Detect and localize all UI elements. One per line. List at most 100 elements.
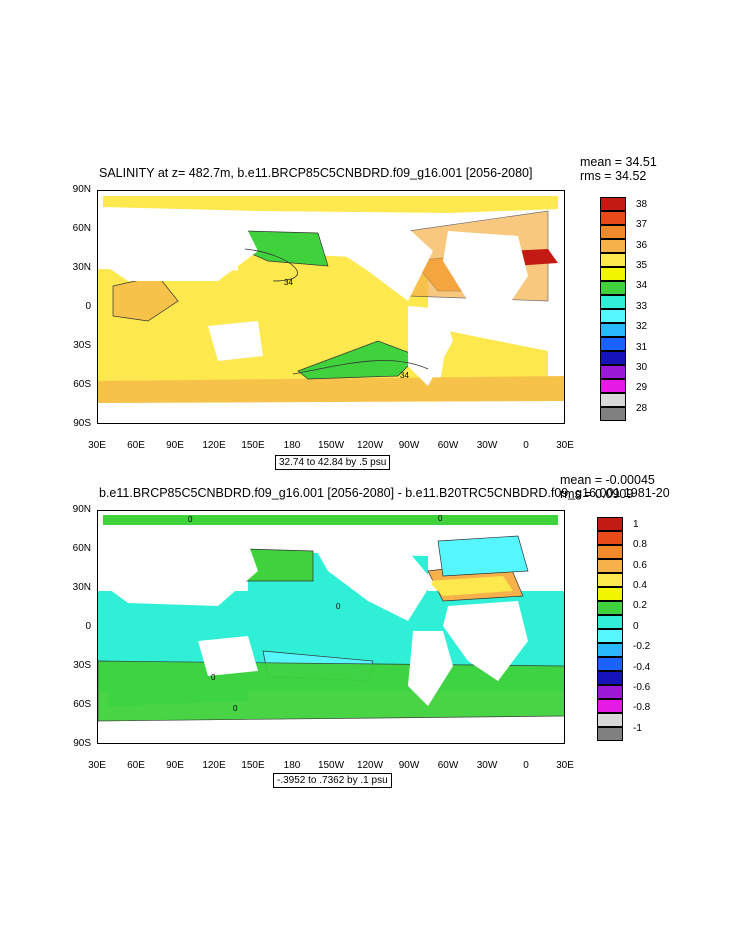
x-tick-label: 0 bbox=[523, 440, 529, 451]
contour-label-north: 34 bbox=[284, 278, 293, 287]
x-tick-label: 90W bbox=[398, 440, 420, 451]
y-tick-label: 30N bbox=[72, 262, 91, 273]
y-tick-label: 60S bbox=[73, 699, 91, 710]
colorbar-cell bbox=[600, 337, 626, 351]
x-tick-label: 90W bbox=[398, 760, 420, 771]
x-tick-label: 150E bbox=[241, 760, 265, 771]
y-tick-label: 60N bbox=[72, 543, 91, 554]
colorbar-cell bbox=[600, 407, 626, 421]
panel-1-map: 34 34 bbox=[97, 190, 565, 424]
colorbar-cell bbox=[597, 559, 623, 573]
x-tick-label: 30W bbox=[476, 440, 498, 451]
colorbar-label: -0.4 bbox=[633, 661, 651, 673]
y-tick-label: 30S bbox=[73, 660, 91, 671]
colorbar-cell bbox=[600, 295, 626, 309]
panel-2-title: b.e11.BRCP85C5CNBDRD.f09_g16.001 [2056-2… bbox=[99, 486, 670, 500]
x-tick-label: 30E bbox=[88, 440, 106, 451]
colorbar-label: 0.6 bbox=[633, 559, 647, 571]
x-tick-label: 60W bbox=[437, 760, 459, 771]
colorbar-cell bbox=[600, 309, 626, 323]
y-tick-label: 60N bbox=[72, 223, 91, 234]
colorbar-cell bbox=[600, 197, 626, 211]
labrador-cyan-2 bbox=[437, 535, 529, 577]
southern-ocean-band bbox=[98, 376, 564, 406]
colorbar-label: 36 bbox=[636, 239, 648, 251]
x-tick-label: 60W bbox=[437, 440, 459, 451]
colorbar-cell bbox=[597, 671, 623, 685]
colorbar-cell bbox=[597, 601, 623, 615]
x-tick-label: 150E bbox=[241, 440, 265, 451]
panel-2-map-svg: 0 0 0 0 0 bbox=[98, 514, 564, 743]
y-tick-label: 0 bbox=[85, 621, 91, 632]
y-tick-label: 90N bbox=[72, 184, 91, 195]
y-tick-label: 90N bbox=[72, 504, 91, 515]
colorbar-cell bbox=[600, 281, 626, 295]
colorbar-cell bbox=[597, 531, 623, 545]
colorbar-label: 30 bbox=[636, 361, 648, 373]
colorbar-cell bbox=[600, 253, 626, 267]
y-tick-label: 90S bbox=[73, 418, 91, 429]
colorbar-label: 0.4 bbox=[633, 580, 647, 592]
colorbar-label: 29 bbox=[636, 382, 648, 394]
asia-land-2 bbox=[98, 529, 258, 606]
colorbar-label: 0.2 bbox=[633, 600, 647, 612]
south-america-land-2 bbox=[408, 631, 453, 706]
colorbar-label: 1 bbox=[633, 519, 639, 530]
arctic-band bbox=[103, 196, 558, 213]
colorbar-cell bbox=[597, 615, 623, 629]
panel-1-info-box: 32.74 to 42.84 by .5 psu bbox=[275, 455, 391, 470]
x-tick-label: 180 bbox=[283, 440, 301, 451]
colorbar-cell bbox=[597, 727, 623, 741]
colorbar-cell bbox=[597, 517, 623, 531]
x-tick-label: 60E bbox=[127, 760, 145, 771]
panel-1-rms: rms = 34.52 bbox=[580, 169, 647, 183]
y-tick-label: 90S bbox=[73, 738, 91, 749]
north-atlantic-yellow-2 bbox=[428, 576, 513, 596]
colorbar-label: -0.8 bbox=[633, 702, 651, 714]
colorbar-label: 32 bbox=[636, 321, 648, 333]
colorbar-cell bbox=[600, 351, 626, 365]
x-tick-label: 120W bbox=[356, 440, 384, 451]
colorbar-label: 31 bbox=[636, 341, 648, 353]
colorbar-cell bbox=[600, 211, 626, 225]
africa-land bbox=[443, 231, 528, 321]
x-tick-label: 0 bbox=[523, 760, 529, 771]
x-tick-label: 60E bbox=[127, 440, 145, 451]
colorbar-label: -0.6 bbox=[633, 681, 651, 693]
australia-land bbox=[208, 321, 263, 361]
x-tick-label: 30E bbox=[556, 760, 574, 771]
antarctica-land-2 bbox=[98, 721, 564, 743]
colorbar-label: 33 bbox=[636, 300, 648, 312]
africa-land-2 bbox=[443, 601, 528, 681]
contour-label-0-a: 0 bbox=[188, 515, 193, 524]
colorbar-cell bbox=[597, 573, 623, 587]
contour-label-0-c: 0 bbox=[336, 602, 341, 611]
x-tick-label: 180 bbox=[283, 760, 301, 771]
panel-2-mean: mean = -0.00045 bbox=[560, 473, 655, 487]
australia-land-2 bbox=[198, 636, 258, 676]
panel-1-title: SALINITY at z= 482.7m, b.e11.BRCP85C5CNB… bbox=[99, 166, 533, 180]
colorbar-cell bbox=[600, 225, 626, 239]
panel-2-rms: rms = 0.0909 bbox=[560, 487, 634, 501]
panel-1-mean: mean = 34.51 bbox=[580, 155, 657, 169]
colorbar-cell bbox=[597, 685, 623, 699]
colorbar-label: -0.2 bbox=[633, 641, 651, 653]
x-tick-label: 30E bbox=[88, 760, 106, 771]
colorbar-cell bbox=[597, 545, 623, 559]
y-tick-label: 30N bbox=[72, 582, 91, 593]
colorbar-cell bbox=[597, 629, 623, 643]
y-tick-label: 30S bbox=[73, 340, 91, 351]
contour-label-south: 34 bbox=[400, 371, 409, 380]
colorbar-label: 37 bbox=[636, 219, 648, 231]
colorbar-label: -1 bbox=[633, 722, 642, 734]
north-america-land bbox=[333, 216, 433, 301]
colorbar-cell bbox=[600, 379, 626, 393]
contour-label-0-e: 0 bbox=[233, 704, 238, 713]
y-tick-label: 60S bbox=[73, 379, 91, 390]
colorbar-cell bbox=[597, 643, 623, 657]
panel-2-map: 0 0 0 0 0 bbox=[97, 510, 565, 744]
colorbar-label: 0 bbox=[633, 620, 639, 632]
colorbar-label: 34 bbox=[636, 280, 648, 292]
colorbar-cell bbox=[597, 713, 623, 727]
x-tick-label: 120E bbox=[202, 440, 226, 451]
